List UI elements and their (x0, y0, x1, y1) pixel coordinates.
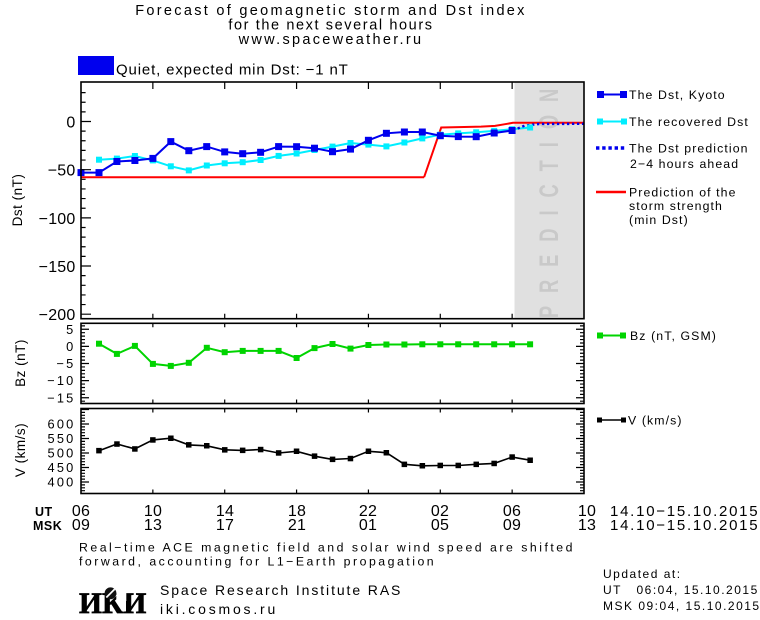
svg-text:450: 450 (48, 460, 76, 475)
svg-text:Quiet, expected min Dst: −1 nT: Quiet, expected min Dst: −1 nT (116, 62, 349, 79)
svg-text:21: 21 (288, 517, 306, 534)
svg-text:−200: −200 (39, 307, 76, 324)
svg-text:18: 18 (288, 503, 306, 520)
svg-text:10: 10 (144, 503, 162, 520)
svg-text:The recovered Dst: The recovered Dst (629, 115, 749, 129)
svg-text:UT 06:04, 15.10.2015: UT 06:04, 15.10.2015 (603, 583, 759, 597)
svg-text:−15: −15 (47, 390, 75, 405)
svg-text:5: 5 (66, 322, 75, 337)
svg-text:The Dst prediction: The Dst prediction (629, 142, 749, 156)
svg-text:iki.cosmos.ru: iki.cosmos.ru (160, 601, 278, 617)
svg-text:Bz (nT, GSM): Bz (nT, GSM) (630, 329, 717, 343)
svg-text:600: 600 (48, 417, 76, 432)
svg-text:0: 0 (66, 339, 75, 354)
svg-text:0: 0 (66, 115, 75, 132)
svg-text:Dst (nT): Dst (nT) (10, 174, 25, 227)
svg-text:13: 13 (144, 517, 162, 534)
svg-text:09: 09 (72, 517, 90, 534)
svg-text:01: 01 (359, 517, 377, 534)
svg-text:UT: UT (35, 505, 53, 519)
svg-text:−150: −150 (39, 259, 76, 276)
svg-text:PREDICTION: PREDICTION (533, 76, 563, 318)
svg-text:storm strength: storm strength (629, 199, 723, 213)
svg-text:05: 05 (431, 517, 449, 534)
svg-text:17: 17 (216, 517, 234, 534)
svg-text:06: 06 (503, 503, 521, 520)
svg-text:The Dst, Kyoto: The Dst, Kyoto (629, 88, 726, 102)
svg-text:(min Dst): (min Dst) (629, 213, 689, 227)
svg-text:2−4 hours ahead: 2−4 hours ahead (630, 157, 739, 171)
svg-text:13: 13 (578, 517, 596, 534)
svg-text:−5: −5 (57, 356, 76, 371)
svg-text:for the next several hours: for the next several hours (228, 18, 433, 34)
svg-text:−50: −50 (48, 163, 76, 180)
svg-text:22: 22 (359, 503, 377, 520)
svg-text:Forecast of geomagnetic storm: Forecast of geomagnetic storm and Dst in… (135, 3, 526, 19)
svg-text:06: 06 (72, 503, 90, 520)
svg-text:−10: −10 (47, 373, 75, 388)
svg-text:10: 10 (578, 503, 596, 520)
svg-text:09: 09 (503, 517, 521, 534)
svg-text:www.spaceweather.ru: www.spaceweather.ru (238, 32, 424, 48)
svg-text:V (km/s): V (km/s) (13, 423, 28, 477)
svg-text:Bz (nT): Bz (nT) (13, 339, 28, 387)
svg-text:MSK: MSK (33, 519, 62, 533)
svg-text:550: 550 (48, 431, 76, 446)
svg-text:14: 14 (216, 503, 234, 520)
svg-text:Prediction of the: Prediction of the (629, 186, 737, 200)
svg-text:Updated at:: Updated at: (603, 567, 682, 581)
svg-text:14.10−15.10.2015: 14.10−15.10.2015 (610, 503, 759, 520)
svg-text:500: 500 (48, 446, 76, 461)
svg-text:400: 400 (48, 475, 76, 490)
svg-text:forward, accounting for L1−Ear: forward, accounting for L1−Earth propaga… (79, 555, 436, 569)
svg-text:MSK 09:04, 15.10.2015: MSK 09:04, 15.10.2015 (603, 599, 760, 613)
svg-text:02: 02 (431, 503, 449, 520)
svg-text:Real−time ACE magnetic field a: Real−time ACE magnetic field and solar w… (79, 541, 575, 555)
svg-text:Space Research Institute RAS: Space Research Institute RAS (160, 582, 402, 598)
svg-text:V (km/s): V (km/s) (628, 414, 683, 428)
svg-text:14.10−15.10.2015: 14.10−15.10.2015 (610, 517, 759, 534)
svg-text:−100: −100 (39, 211, 76, 228)
